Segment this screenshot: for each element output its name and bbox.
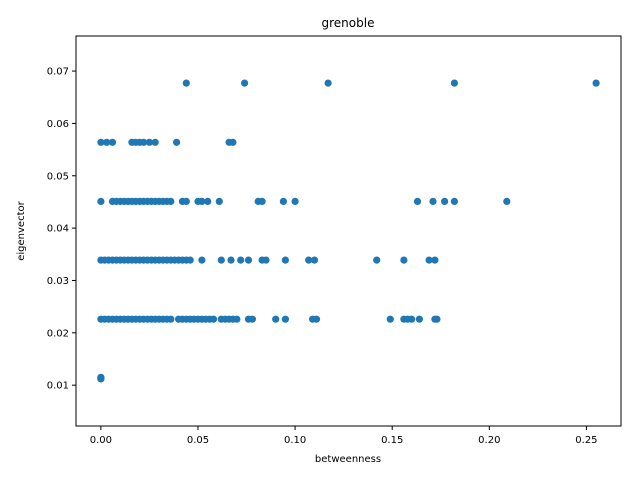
data-point <box>233 315 241 323</box>
data-point <box>248 315 256 323</box>
data-point <box>227 256 235 264</box>
data-point <box>425 256 433 264</box>
data-point <box>167 197 175 205</box>
data-point <box>97 138 105 146</box>
data-point <box>198 197 206 205</box>
data-point <box>386 315 394 323</box>
data-point <box>97 373 105 381</box>
y-axis: 0.01 0.02 0.03 0.04 0.05 0.06 0.07 <box>47 67 76 392</box>
data-point <box>400 256 408 264</box>
y-tick-label: 0.03 <box>47 276 69 287</box>
data-point <box>244 256 253 264</box>
data-point <box>272 315 280 323</box>
data-point <box>97 197 105 205</box>
y-tick-label: 0.06 <box>47 119 69 130</box>
data-point <box>408 315 416 323</box>
scatter-points <box>97 79 600 383</box>
data-point <box>140 138 148 146</box>
y-axis-label: eigenvector <box>16 200 27 260</box>
data-point <box>237 256 245 264</box>
x-axis-label: betweenness <box>315 454 381 465</box>
data-point <box>305 256 313 264</box>
data-point <box>592 79 600 87</box>
data-point <box>262 256 270 264</box>
x-tick-label: 0.15 <box>381 435 403 446</box>
y-tick-label: 0.04 <box>47 224 69 235</box>
data-point <box>173 138 181 146</box>
data-point <box>450 197 458 205</box>
data-point <box>415 315 423 323</box>
data-point <box>312 315 321 323</box>
data-point <box>279 197 287 205</box>
plot-frame <box>75 35 622 427</box>
data-point <box>241 79 249 87</box>
x-tick-label: 0.20 <box>478 435 500 446</box>
data-point <box>413 197 422 205</box>
y-tick-label: 0.05 <box>47 171 69 182</box>
x-tick-label: 0.00 <box>90 435 112 446</box>
data-point <box>103 138 111 146</box>
data-point <box>209 315 218 323</box>
y-tick-label: 0.01 <box>47 381 69 392</box>
data-point <box>429 197 437 205</box>
data-point <box>450 79 458 87</box>
data-point <box>215 197 223 205</box>
data-point <box>373 256 381 264</box>
data-point <box>503 197 511 205</box>
data-point <box>324 79 332 87</box>
data-point <box>441 197 449 205</box>
data-point <box>258 197 266 205</box>
y-tick-label: 0.07 <box>47 67 69 78</box>
data-point <box>145 138 153 146</box>
data-point <box>310 256 319 264</box>
data-point <box>182 197 190 205</box>
data-point <box>186 256 194 264</box>
data-point <box>217 256 225 264</box>
data-point <box>281 256 289 264</box>
x-tick-label: 0.05 <box>187 435 209 446</box>
data-point <box>433 315 441 323</box>
data-point <box>198 256 206 264</box>
y-tick-label: 0.02 <box>47 328 69 339</box>
data-point <box>229 138 237 146</box>
data-point <box>204 197 212 205</box>
data-point <box>431 256 439 264</box>
data-point <box>291 197 299 205</box>
data-point <box>151 138 159 146</box>
data-point <box>281 315 289 323</box>
data-point <box>167 315 175 323</box>
chart-title: grenoble <box>322 16 375 30</box>
x-tick-label: 0.25 <box>575 435 597 446</box>
x-axis: 0.00 0.05 0.10 0.15 0.20 0.25 <box>90 426 598 446</box>
data-point <box>108 138 117 146</box>
x-tick-label: 0.10 <box>284 435 306 446</box>
data-point <box>182 79 190 87</box>
